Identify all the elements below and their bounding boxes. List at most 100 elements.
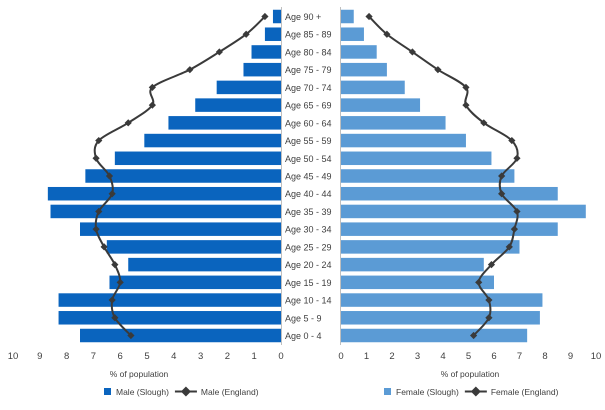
male-slough-bar <box>109 275 281 290</box>
female-tick-label: 3 <box>415 351 420 362</box>
age-label: Age 30 - 34 <box>285 225 332 235</box>
female-england-legend-marker <box>470 386 481 397</box>
female-england-marker <box>510 225 518 233</box>
male-tick-label: 8 <box>64 351 69 362</box>
female-england-marker <box>462 83 470 91</box>
male-england-marker <box>92 154 100 162</box>
male-england-legend-marker <box>180 386 191 397</box>
female-slough-bar <box>341 80 405 95</box>
male-england-legend-label: Male (England) <box>201 387 259 397</box>
male-tick-label: 0 <box>278 351 283 362</box>
female-england-marker <box>498 172 506 180</box>
male-england-marker <box>261 12 269 21</box>
male-slough-bar <box>144 133 281 148</box>
male-slough-bar <box>251 45 281 59</box>
male-slough-bar <box>58 293 282 307</box>
age-label: Age 15 - 19 <box>285 278 332 288</box>
age-label: Age 75 - 79 <box>285 65 332 75</box>
male-slough-bar <box>80 222 281 236</box>
male-england-marker <box>242 30 250 38</box>
age-label: Age 70 - 74 <box>285 83 332 93</box>
age-label: Age 65 - 69 <box>285 101 332 111</box>
age-label: Age 35 - 39 <box>285 207 332 217</box>
female-axis-title: % of population <box>441 369 500 379</box>
male-england-marker <box>116 278 124 286</box>
male-england-marker <box>127 331 135 340</box>
female-england-marker <box>365 12 373 21</box>
female-slough-bar <box>341 116 446 130</box>
female-slough-legend-label: Female (Slough) <box>396 387 459 397</box>
female-slough-bar <box>341 328 528 343</box>
age-label: Age 45 - 49 <box>285 172 332 182</box>
male-tick-label: 4 <box>171 351 176 362</box>
male-slough-bar <box>80 328 281 343</box>
male-england-marker <box>124 119 132 127</box>
age-label: Age 40 - 44 <box>285 189 332 199</box>
female-slough-bar <box>341 293 543 307</box>
age-label: Age 85 - 89 <box>285 30 332 40</box>
male-tick-label: 6 <box>118 351 123 362</box>
female-tick-label: 8 <box>542 351 547 362</box>
male-slough-bar <box>216 80 281 95</box>
male-england-marker <box>215 48 223 56</box>
male-england-marker <box>105 172 114 180</box>
male-slough-bar <box>243 62 281 77</box>
female-slough-bar <box>341 186 558 201</box>
female-tick-label: 9 <box>568 351 573 362</box>
female-england-marker <box>434 66 442 74</box>
age-label: Age 50 - 54 <box>285 154 332 164</box>
female-england-legend-label: Female (England) <box>491 387 559 397</box>
male-tick-label: 9 <box>37 351 42 362</box>
male-slough-bar <box>58 311 282 325</box>
england-lines-group <box>92 12 521 340</box>
male-slough-bar <box>47 186 282 201</box>
female-england-marker <box>485 314 493 322</box>
legend-group: Male (Slough) Male (England) Female (Sloug… <box>104 386 559 397</box>
age-label: Age 60 - 64 <box>285 118 332 128</box>
male-tick-label: 3 <box>198 351 203 362</box>
female-england-marker <box>485 296 493 304</box>
female-england-marker <box>513 154 521 162</box>
male-slough-bar <box>195 98 281 112</box>
male-tick-label: 5 <box>144 351 149 362</box>
female-slough-bar <box>341 62 387 77</box>
age-labels-group: Age 0 - 4 Age 5 - 9 Age 10 - 14 Age 15 - 19… <box>285 12 332 341</box>
female-slough-bar <box>341 98 421 112</box>
female-tick-label: 0 <box>338 351 343 362</box>
female-tick-label: 5 <box>466 351 471 362</box>
male-england-marker <box>111 314 119 322</box>
male-tick-label: 1 <box>252 351 257 362</box>
age-label: Age 90 + <box>285 12 321 22</box>
male-tick-label: 2 <box>225 351 230 362</box>
female-england-marker <box>470 331 478 340</box>
male-slough-bar <box>128 257 281 272</box>
female-slough-bar <box>341 9 354 24</box>
female-england-marker <box>408 48 416 56</box>
female-slough-bar <box>341 275 494 290</box>
female-slough-bar <box>341 45 377 59</box>
age-label: Age 5 - 9 <box>285 313 322 323</box>
age-label: Age 25 - 29 <box>285 242 332 252</box>
female-england-marker <box>383 30 391 38</box>
male-slough-bar <box>114 151 281 166</box>
male-slough-legend-label: Male (Slough) <box>116 387 169 397</box>
female-slough-bar <box>341 222 558 236</box>
male-slough-bar <box>50 204 281 219</box>
age-label: Age 55 - 59 <box>285 136 332 146</box>
male-england-marker <box>186 66 194 74</box>
male-slough-bar <box>168 116 281 130</box>
male-axis-title: % of population <box>110 369 169 379</box>
female-england-marker <box>487 261 496 269</box>
age-label: Age 20 - 24 <box>285 260 332 270</box>
female-tick-label: 1 <box>364 351 369 362</box>
male-england-marker <box>100 243 108 251</box>
female-tick-label: 4 <box>440 351 445 362</box>
axes-group: 10 9 8 7 6 5 4 3 2 1 0 0 1 2 3 4 5 6 7 8 9 10% of population%… <box>8 7 601 379</box>
female-tick-label: 6 <box>491 351 496 362</box>
male-slough-bar <box>85 169 281 183</box>
male-england-marker <box>92 225 100 233</box>
male-tick-label: 10 <box>8 351 19 362</box>
male-slough-bar <box>264 27 281 41</box>
age-label: Age 10 - 14 <box>285 296 332 306</box>
